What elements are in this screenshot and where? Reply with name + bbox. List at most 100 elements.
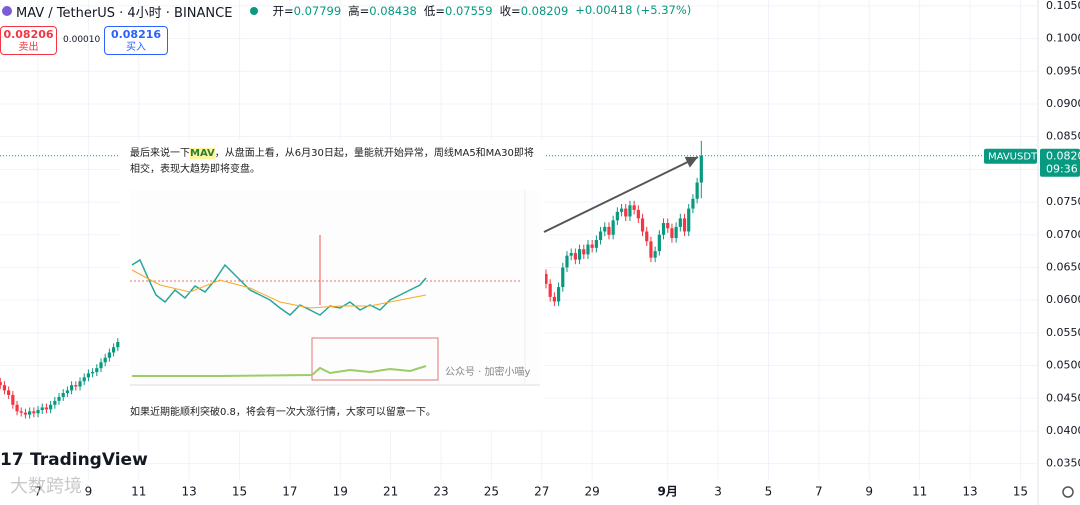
x-tick-label: 23 (433, 485, 448, 499)
candle-body (607, 226, 611, 235)
candle-body (640, 218, 645, 232)
price-change: +0.00418 (+5.37%) (575, 3, 692, 17)
buy-button[interactable]: 0.08216 买入 (104, 26, 168, 55)
overlay-footer: 如果近期能顺利突破0.8，将会有一次大涨行情，大家可以留意一下。 (130, 405, 436, 418)
candle-body (99, 362, 103, 369)
ohlc-value: 0.08438 (369, 4, 417, 18)
ohlc-label: 收= (499, 4, 521, 18)
candle-body (44, 407, 49, 410)
x-tick-label: 25 (484, 485, 499, 499)
x-tick-label: 17 (282, 485, 297, 499)
candle-body (36, 410, 40, 414)
symbol-header: MAV / TetherUS · 4小时 · BINANCE 开=0.07799… (0, 2, 691, 21)
candle-body (548, 283, 552, 297)
embedded-volume (132, 365, 427, 377)
candle-body (53, 400, 57, 405)
price-tag-bg (1040, 148, 1080, 177)
candle-body (15, 404, 19, 412)
candle-body (687, 208, 691, 232)
candle-body (653, 251, 657, 258)
countdown: 09:36 (1046, 163, 1078, 176)
candle-body (556, 287, 561, 302)
coin-logo (2, 6, 12, 16)
candle-body (32, 411, 36, 414)
ohlc-label: 开= (272, 4, 294, 18)
candle-body (11, 394, 15, 405)
candle-body (91, 372, 95, 374)
x-tick-label: 13 (182, 485, 197, 499)
ohlc-value: 0.07559 (445, 4, 493, 18)
ohlc-values: 开=0.07799 高=0.08438 低=0.07559 收=0.08209 … (272, 3, 691, 19)
candle-body (699, 155, 703, 183)
status-dot (250, 7, 259, 15)
candle-body (70, 385, 74, 391)
candle-body (649, 241, 653, 258)
sell-label: 卖出 (18, 42, 39, 53)
candle-body (544, 274, 548, 284)
candle-body (594, 240, 598, 248)
candle-body (23, 412, 28, 415)
ohlc-label: 高= (348, 4, 370, 18)
symbol-title[interactable]: MAV / TetherUS · 4小时 · BINANCE (16, 5, 233, 21)
x-tick-label: 29 (585, 485, 600, 499)
x-tick-label: 13 (962, 485, 977, 499)
candle-body (107, 352, 111, 358)
candle-body (598, 231, 603, 240)
candle-body (82, 377, 86, 382)
buy-label: 买入 (126, 42, 146, 53)
candle-body (603, 226, 607, 232)
candle-body (86, 373, 91, 378)
candle-body (0, 381, 2, 386)
x-tick-label: 7 (815, 485, 823, 499)
symbol-tag: MAVUSDT (988, 152, 1038, 163)
candle-body (49, 404, 53, 410)
x-tick-label: 11 (912, 485, 927, 499)
candle-body (657, 234, 661, 252)
candle-body (666, 222, 670, 229)
x-tick-label: 15 (232, 485, 247, 499)
candle-body (590, 244, 594, 248)
candle-body (691, 198, 695, 209)
symbol-tag-bg (984, 148, 1037, 164)
candle-body (632, 205, 636, 210)
candle-body (61, 393, 65, 397)
ohlc-value: 0.07799 (293, 4, 342, 18)
candle-body (573, 253, 577, 260)
spread: 0.00010 (63, 35, 101, 45)
candle-body (57, 396, 61, 401)
candle-body (674, 226, 678, 239)
candle-body (74, 385, 78, 387)
candle-body (40, 407, 44, 411)
sell-button[interactable]: 0.08206 卖出 (0, 26, 57, 55)
embedded-plot (130, 190, 540, 385)
candle-body (569, 253, 573, 256)
x-tick-label: 21 (383, 485, 398, 499)
sell-price: 0.08206 (3, 28, 54, 41)
x-tick-label: 7 (34, 485, 42, 499)
candle-body (565, 255, 569, 268)
candle-body (552, 296, 556, 302)
candle-body (111, 347, 116, 353)
candle-body (28, 411, 32, 415)
embedded-watermark: 公众号 · 加密小喵y (445, 365, 531, 378)
candle-body (7, 390, 11, 395)
candle-body (695, 182, 699, 199)
candle-body (628, 205, 632, 217)
candle-body (19, 411, 23, 413)
candle-body (586, 244, 590, 255)
overlay-text-part: 最后来说一下 (130, 148, 190, 159)
price-tag: 0.0820 (1046, 150, 1080, 163)
ohlc-value: 0.08209 (520, 4, 569, 18)
x-tick-label: 5 (765, 485, 773, 499)
candle-body (95, 368, 99, 373)
candle-body (582, 249, 586, 255)
